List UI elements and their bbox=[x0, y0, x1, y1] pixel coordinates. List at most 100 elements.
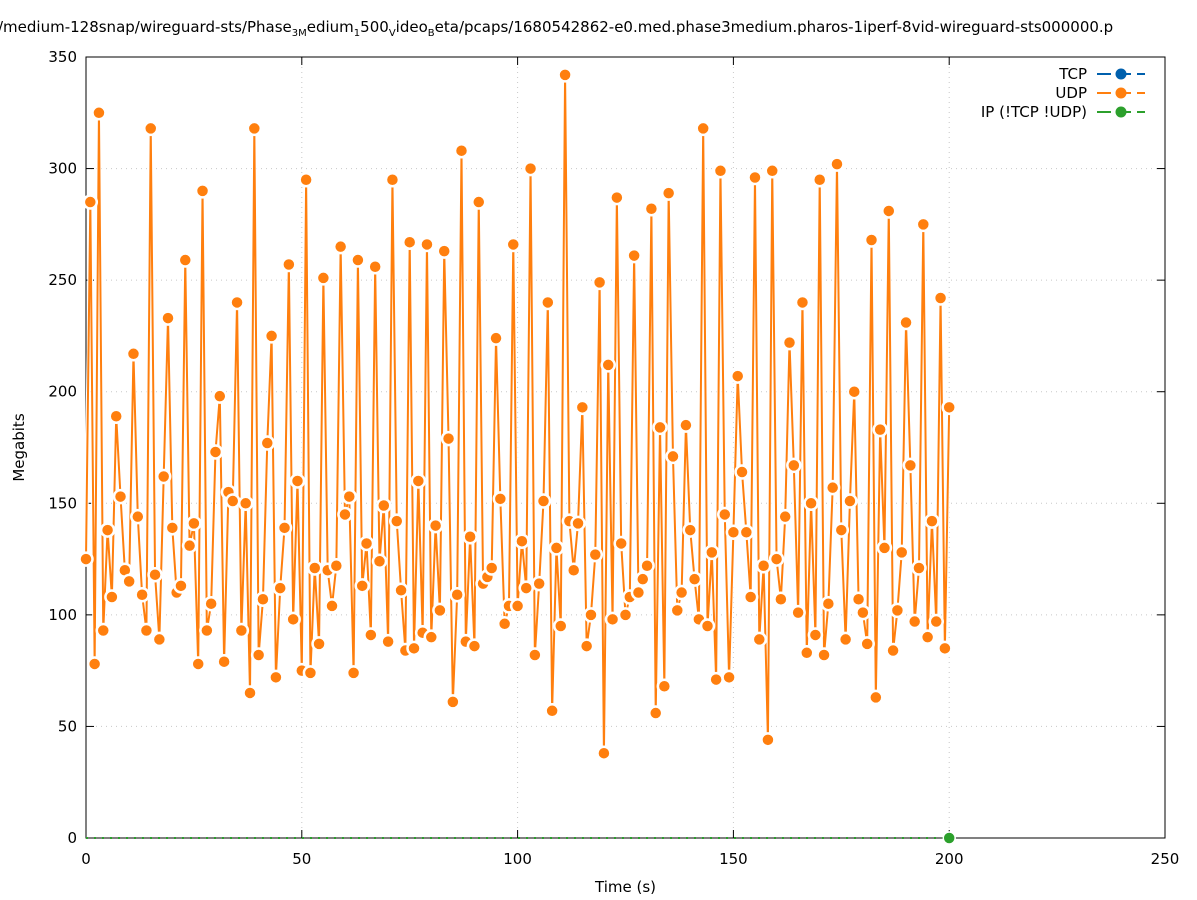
title-part: 500 bbox=[360, 18, 389, 36]
udp-data-point bbox=[453, 142, 470, 159]
plot-border bbox=[85, 56, 1166, 839]
udp-data-point bbox=[591, 274, 608, 291]
udp-data-point bbox=[574, 399, 591, 416]
udp-data-point bbox=[557, 67, 573, 83]
legend-label: IP (!TCP !UDP) bbox=[981, 103, 1087, 121]
x-tick-label: 0 bbox=[81, 850, 91, 868]
udp-data-point bbox=[298, 171, 314, 188]
udp-data-point bbox=[548, 540, 565, 556]
udp-data-point bbox=[358, 535, 375, 552]
udp-data-point bbox=[751, 631, 768, 648]
udp-data-point bbox=[155, 468, 172, 485]
udp-data-point bbox=[164, 520, 181, 536]
udp-data-point bbox=[324, 598, 340, 614]
udp-data-point bbox=[246, 120, 263, 137]
udp-data-point bbox=[432, 602, 448, 619]
udp-data-point bbox=[855, 604, 871, 621]
udp-data-point bbox=[868, 689, 884, 706]
x-tick-label: 50 bbox=[292, 850, 311, 868]
udp-data-point bbox=[846, 383, 862, 400]
udp-data-point bbox=[725, 524, 742, 541]
udp-data-point bbox=[755, 558, 772, 574]
y-tick-label: 50 bbox=[58, 717, 77, 735]
udp-data-point bbox=[233, 622, 250, 639]
udp-data-point bbox=[449, 587, 465, 603]
udp-data-point bbox=[268, 669, 284, 686]
udp-data-point bbox=[898, 314, 914, 331]
udp-data-point bbox=[423, 629, 440, 645]
udp-data-point bbox=[337, 506, 353, 523]
udp-data-point bbox=[142, 120, 159, 137]
udp-data-point bbox=[436, 243, 452, 259]
udp-data-point bbox=[445, 694, 461, 710]
udp-data-point bbox=[212, 388, 228, 404]
udp-data-point bbox=[242, 685, 258, 701]
udp-data-point bbox=[708, 671, 724, 688]
udp-data-point bbox=[764, 163, 780, 179]
chart-title: /medium-128snap/wireguard-sts/Phase3Medi… bbox=[0, 18, 1195, 39]
udp-data-point bbox=[613, 535, 629, 552]
title-part: 3M bbox=[291, 28, 307, 39]
title-part: 1 bbox=[353, 28, 361, 39]
udp-data-point bbox=[544, 703, 560, 719]
udp-data-point bbox=[807, 627, 824, 643]
udp-data-point bbox=[919, 629, 936, 645]
udp-data-point bbox=[130, 508, 146, 525]
title-part: B bbox=[427, 28, 435, 39]
udp-data-point bbox=[496, 616, 513, 632]
udp-data-point bbox=[760, 732, 776, 748]
udp-data-point bbox=[699, 618, 716, 634]
udp-data-point bbox=[181, 537, 198, 554]
udp-data-point bbox=[652, 419, 668, 436]
udp-data-point bbox=[138, 622, 155, 639]
udp-data-point bbox=[876, 540, 893, 556]
udp-data-point bbox=[380, 633, 396, 650]
udp-data-point bbox=[363, 627, 379, 643]
udp-data-point bbox=[315, 270, 332, 286]
udp-data-point bbox=[820, 595, 837, 612]
y-tick-label: 150 bbox=[48, 494, 77, 512]
udp-data-point bbox=[207, 444, 224, 460]
udp-data-point bbox=[177, 252, 194, 268]
udp-data-point bbox=[639, 558, 655, 574]
udp-data-point bbox=[609, 189, 625, 206]
udp-data-point bbox=[462, 529, 478, 545]
udp-data-point bbox=[82, 194, 99, 210]
udp-data-point bbox=[112, 488, 129, 505]
udp-data-point bbox=[799, 645, 815, 661]
udp-data-point bbox=[924, 513, 940, 529]
udp-data-point bbox=[199, 622, 215, 639]
udp-data-point bbox=[872, 421, 888, 438]
udp-data-point bbox=[147, 566, 163, 583]
udp-data-point bbox=[565, 562, 582, 578]
udp-data-point bbox=[104, 589, 120, 605]
udp-data-point bbox=[777, 508, 793, 525]
udp-data-point bbox=[514, 533, 530, 549]
udp-data-point bbox=[712, 163, 729, 179]
udp-data-point bbox=[328, 558, 345, 574]
udp-data-point bbox=[781, 334, 798, 351]
udp-data-point bbox=[911, 560, 927, 576]
udp-data-point bbox=[263, 328, 280, 344]
udp-data-point bbox=[824, 479, 841, 496]
legend-label: TCP bbox=[1058, 65, 1087, 83]
udp-data-point bbox=[173, 578, 189, 594]
udp-data-point bbox=[406, 640, 422, 657]
udp-data-point bbox=[108, 408, 124, 425]
udp-data-point bbox=[471, 194, 487, 210]
udp-data-point bbox=[626, 247, 642, 264]
udp-data-point bbox=[194, 183, 211, 199]
udp-data-point bbox=[738, 524, 755, 541]
x-tick-label: 200 bbox=[935, 850, 964, 868]
udp-data-point bbox=[393, 582, 409, 599]
udp-data-point bbox=[682, 522, 698, 538]
udp-data-point bbox=[95, 622, 112, 639]
udp-data-point bbox=[332, 238, 349, 255]
y-tick-label: 250 bbox=[48, 271, 77, 289]
y-tick-label: 350 bbox=[48, 48, 77, 66]
udp-data-point bbox=[837, 631, 854, 648]
udp-data-point bbox=[747, 169, 763, 186]
udp-data-point bbox=[686, 571, 703, 587]
udp-data-point bbox=[389, 513, 405, 529]
